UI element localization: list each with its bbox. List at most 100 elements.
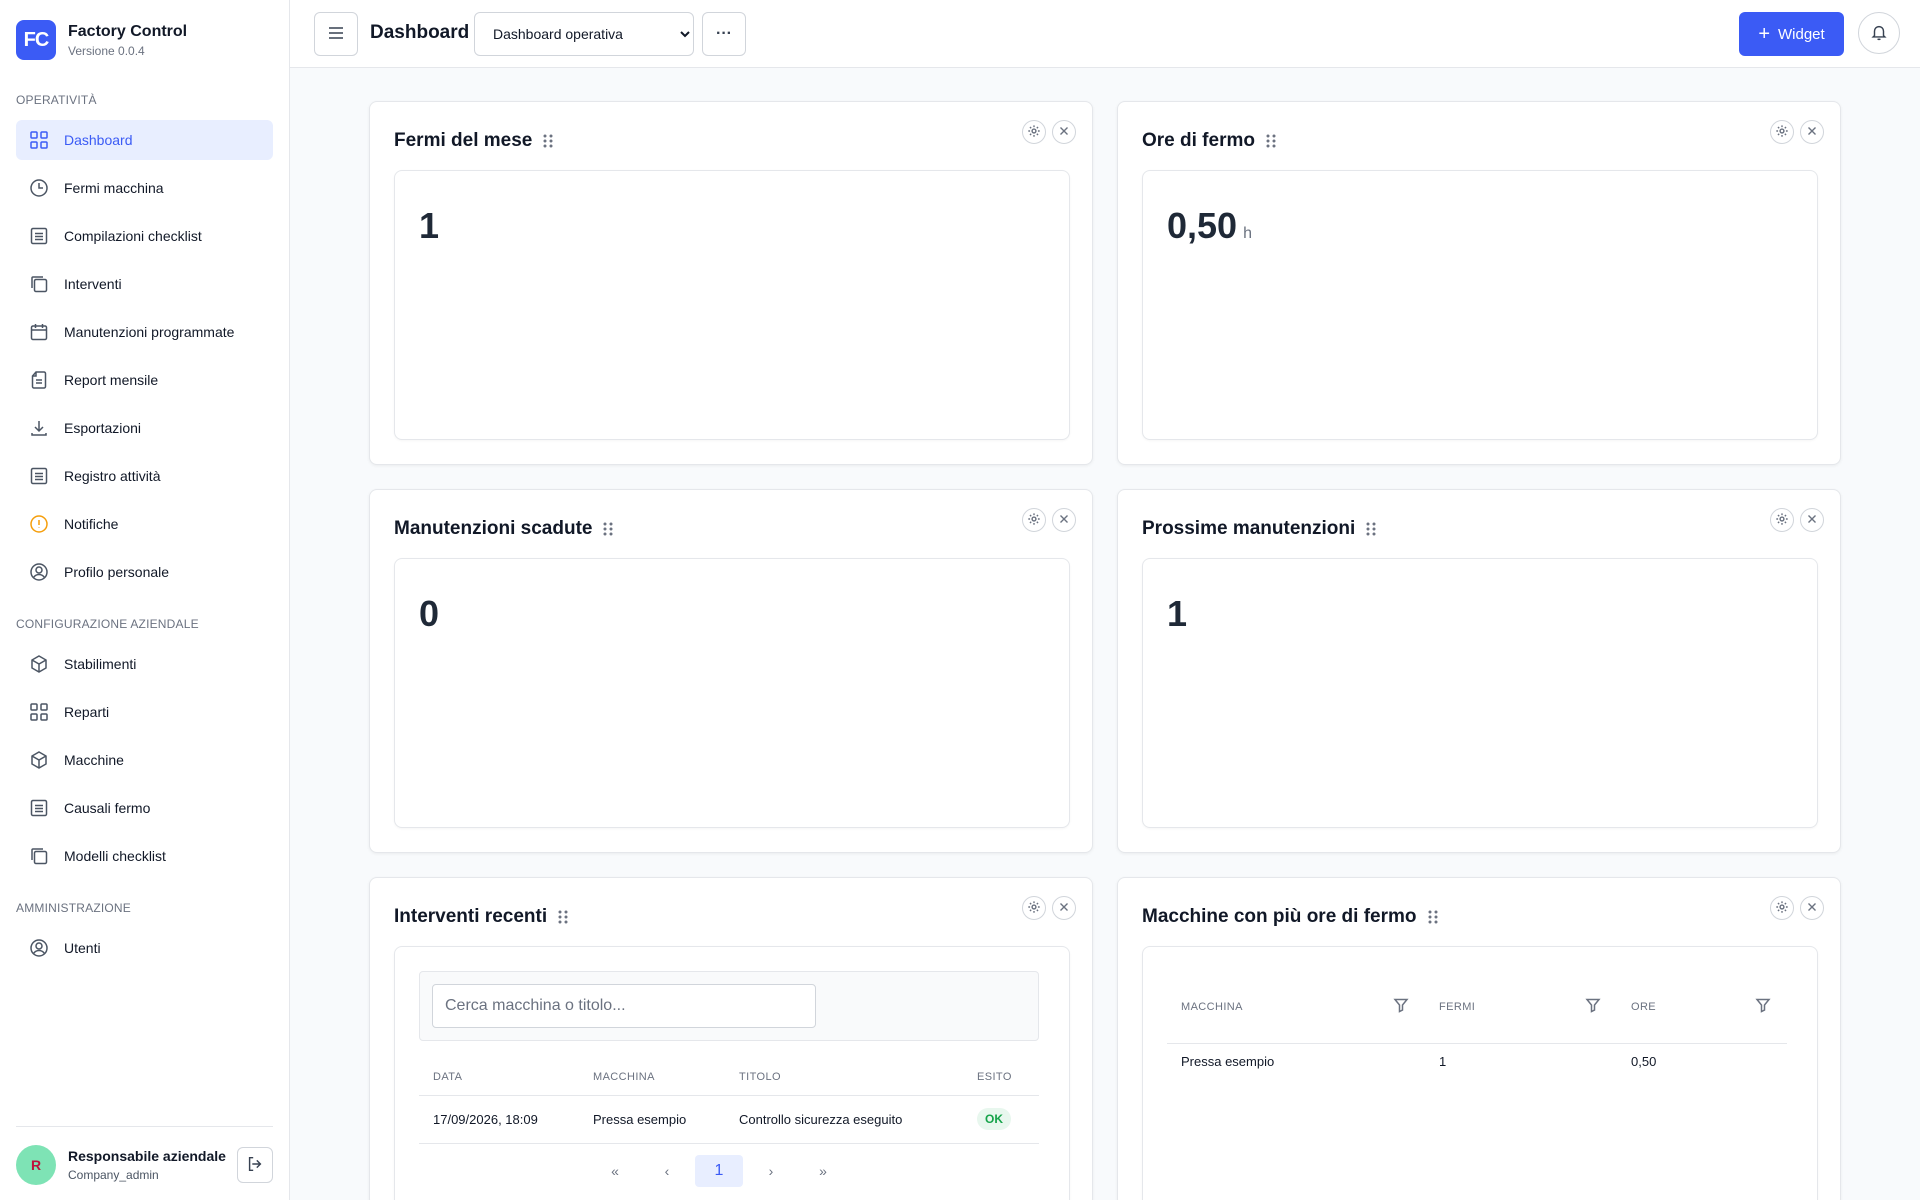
menu-toggle-button[interactable] (314, 12, 358, 56)
widget-settings-button[interactable] (1022, 508, 1046, 532)
widget-settings-button[interactable] (1770, 896, 1794, 920)
sidebar-item-stabilimenti[interactable]: Stabilimenti (16, 644, 273, 684)
widget-body: 0,50 h (1142, 170, 1818, 440)
next-page-button[interactable]: › (768, 1163, 774, 1179)
sidebar-item-compilazioni-checklist[interactable]: Compilazioni checklist (16, 216, 273, 256)
avatar[interactable]: R (16, 1145, 56, 1185)
column-header-ore[interactable]: ORE (1617, 971, 1787, 1044)
grid-icon (29, 130, 49, 150)
nav-operativita: Dashboard Fermi macchina Compilazioni ch… (16, 120, 273, 600)
column-header-titolo[interactable]: TITOLO (725, 1059, 963, 1096)
sidebar-item-label: Dashboard (64, 132, 133, 148)
column-header-esito[interactable]: ESITO (963, 1059, 1039, 1096)
table-row[interactable]: Pressa esempio 1 0,50 (1167, 1043, 1787, 1079)
widget-close-button[interactable] (1800, 896, 1824, 920)
table-row[interactable]: 17/09/2026, 18:09 Pressa esempio Control… (419, 1095, 1039, 1144)
status-badge: OK (977, 1108, 1011, 1130)
column-header-macchina[interactable]: MACCHINA (1167, 971, 1425, 1044)
widget-title: Manutenzioni scadute (394, 518, 614, 540)
widget-close-button[interactable] (1052, 120, 1076, 144)
sidebar-item-esportazioni[interactable]: Esportazioni (16, 408, 273, 448)
add-widget-button[interactable]: + Widget (1739, 12, 1844, 56)
table-header-row: MACCHINA FERMI ORE (1167, 971, 1787, 1044)
kpi-unit: h (1243, 225, 1252, 242)
drag-handle-icon[interactable] (1365, 521, 1377, 537)
filter-icon[interactable] (1755, 997, 1771, 1016)
kpi-value: 1 (419, 205, 440, 246)
sidebar-item-macchine[interactable]: Macchine (16, 740, 273, 780)
section-title-operativita: OPERATIVITÀ (16, 93, 97, 107)
section-title-amministrazione: AMMINISTRAZIONE (16, 901, 132, 915)
widget-settings-button[interactable] (1022, 896, 1046, 920)
sidebar-item-notifiche[interactable]: Notifiche (16, 504, 273, 544)
pagination: « ‹ 1 › » (591, 1155, 847, 1187)
sidebar-item-label: Fermi macchina (64, 180, 164, 196)
widget-body: MACCHINA FERMI ORE Pressa esempio 1 0,50 (1142, 946, 1818, 1200)
drag-handle-icon[interactable] (602, 521, 614, 537)
drag-handle-icon[interactable] (557, 909, 569, 925)
cube-icon (29, 654, 49, 674)
widget-close-button[interactable] (1800, 120, 1824, 144)
filter-icon[interactable] (1585, 997, 1601, 1016)
widget-title-text: Fermi del mese (394, 130, 533, 151)
widget-close-button[interactable] (1052, 508, 1076, 532)
widget-settings-button[interactable] (1022, 120, 1046, 144)
sidebar-item-report-mensile[interactable]: Report mensile (16, 360, 273, 400)
sidebar-item-profilo-personale[interactable]: Profilo personale (16, 552, 273, 592)
interventi-table: DATA MACCHINA TITOLO ESITO 17/09/2026, 1… (419, 1059, 1039, 1144)
prev-page-button[interactable]: ‹ (664, 1163, 670, 1179)
first-page-button[interactable]: « (611, 1163, 619, 1179)
sidebar-item-reparti[interactable]: Reparti (16, 692, 273, 732)
page-number-button[interactable]: 1 (695, 1155, 743, 1187)
sidebar-item-utenti[interactable]: Utenti (16, 928, 273, 968)
widget-title-text: Ore di fermo (1142, 130, 1255, 151)
search-toolbar (419, 971, 1039, 1041)
widget-title-text: Interventi recenti (394, 906, 548, 927)
widget-fermi-mese: Fermi del mese 1 (369, 101, 1093, 465)
widget-close-button[interactable] (1052, 896, 1076, 920)
more-options-button[interactable]: ··· (702, 12, 746, 56)
drag-handle-icon[interactable] (542, 133, 554, 149)
hamburger-icon (326, 23, 346, 46)
cell-esito: OK (963, 1095, 1039, 1144)
widget-settings-button[interactable] (1770, 508, 1794, 532)
sidebar-item-dashboard[interactable]: Dashboard (16, 120, 273, 160)
plus-icon: + (1758, 23, 1770, 45)
widget-settings-button[interactable] (1770, 120, 1794, 144)
column-header-macchina[interactable]: MACCHINA (579, 1059, 725, 1096)
filter-icon[interactable] (1393, 997, 1409, 1016)
notifications-button[interactable] (1858, 12, 1900, 54)
logout-button[interactable] (237, 1147, 273, 1183)
column-header-fermi[interactable]: FERMI (1425, 971, 1617, 1044)
gear-icon (1027, 900, 1041, 917)
sidebar-item-label: Manutenzioni programmate (64, 324, 235, 340)
column-header-data[interactable]: DATA (419, 1059, 579, 1096)
drag-handle-icon[interactable] (1265, 133, 1277, 149)
gear-icon (1775, 900, 1789, 917)
user-name: Responsabile aziendale (68, 1148, 226, 1164)
sidebar-item-label: Utenti (64, 940, 101, 956)
sidebar-item-fermi-macchina[interactable]: Fermi macchina (16, 168, 273, 208)
gear-icon (1775, 124, 1789, 141)
sidebar-item-interventi[interactable]: Interventi (16, 264, 273, 304)
nav-amministrazione: Utenti (16, 928, 273, 976)
last-page-button[interactable]: » (819, 1163, 827, 1179)
cell-macchina: Pressa esempio (579, 1095, 725, 1144)
search-input[interactable] (432, 984, 816, 1028)
page-title: Dashboard (370, 22, 470, 43)
sidebar-item-manutenzioni-programmate[interactable]: Manutenzioni programmate (16, 312, 273, 352)
widget-close-button[interactable] (1800, 508, 1824, 532)
sidebar-item-modelli-checklist[interactable]: Modelli checklist (16, 836, 273, 876)
dashboard-select[interactable]: Dashboard operativa (474, 12, 694, 56)
logout-icon (246, 1155, 264, 1176)
cell-macchina: Pressa esempio (1181, 1053, 1275, 1069)
sidebar-item-label: Causali fermo (64, 800, 151, 816)
list-icon (29, 798, 49, 818)
drag-handle-icon[interactable] (1427, 909, 1439, 925)
brand-name: Factory Control (68, 22, 188, 40)
sidebar-item-registro-attivita[interactable]: Registro attività (16, 456, 273, 496)
sidebar-item-label: Profilo personale (64, 564, 170, 580)
brand[interactable]: FC Factory Control Versione 0.0.4 (16, 20, 187, 60)
sidebar-item-causali-fermo[interactable]: Causali fermo (16, 788, 273, 828)
info-icon (29, 514, 49, 534)
